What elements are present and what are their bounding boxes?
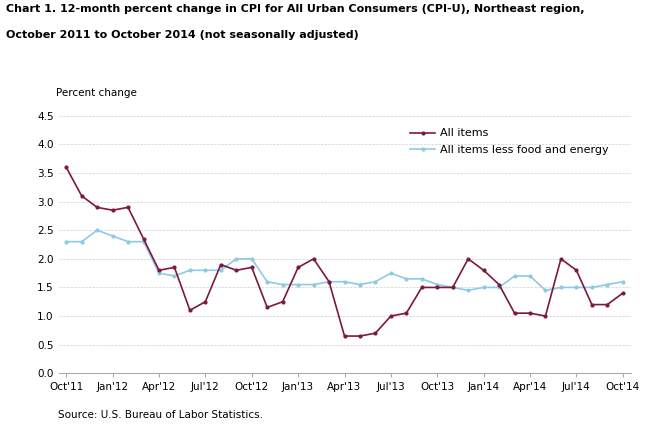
All items less food and energy bbox=[341, 279, 348, 284]
All items bbox=[573, 268, 580, 273]
All items less food and energy bbox=[279, 282, 287, 287]
All items less food and energy bbox=[263, 279, 271, 284]
All items less food and energy bbox=[202, 268, 209, 273]
All items less food and energy bbox=[294, 282, 302, 287]
All items bbox=[480, 268, 488, 273]
Line: All items less food and energy: All items less food and energy bbox=[64, 228, 625, 293]
All items bbox=[78, 193, 86, 199]
All items bbox=[124, 205, 132, 210]
All items less food and energy bbox=[387, 271, 395, 276]
All items bbox=[325, 279, 333, 284]
All items bbox=[402, 311, 410, 316]
Legend: All items, All items less food and energy: All items, All items less food and energ… bbox=[406, 124, 614, 160]
All items less food and energy bbox=[448, 285, 456, 290]
All items less food and energy bbox=[356, 282, 364, 287]
Text: Chart 1. 12-month percent change in CPI for All Urban Consumers (CPI-U), Northea: Chart 1. 12-month percent change in CPI … bbox=[6, 4, 585, 14]
All items bbox=[541, 314, 549, 319]
All items bbox=[279, 299, 287, 304]
All items less food and energy bbox=[619, 279, 627, 284]
All items less food and energy bbox=[124, 239, 132, 244]
All items less food and energy bbox=[402, 276, 410, 281]
Line: All items: All items bbox=[64, 165, 625, 338]
All items less food and energy bbox=[233, 256, 240, 261]
All items less food and energy bbox=[217, 268, 225, 273]
All items bbox=[294, 265, 302, 270]
All items bbox=[155, 268, 163, 273]
All items bbox=[418, 285, 426, 290]
All items less food and energy bbox=[372, 279, 380, 284]
All items bbox=[341, 333, 348, 338]
All items less food and energy bbox=[588, 285, 596, 290]
All items less food and energy bbox=[248, 256, 255, 261]
All items less food and energy bbox=[541, 288, 549, 293]
All items bbox=[464, 256, 472, 261]
All items bbox=[263, 305, 271, 310]
All items bbox=[217, 262, 225, 267]
All items bbox=[603, 302, 611, 307]
All items less food and energy bbox=[495, 285, 503, 290]
All items less food and energy bbox=[62, 239, 70, 244]
All items bbox=[309, 256, 317, 261]
All items bbox=[495, 282, 503, 287]
Text: October 2011 to October 2014 (not seasonally adjusted): October 2011 to October 2014 (not season… bbox=[6, 30, 359, 40]
All items less food and energy bbox=[186, 268, 194, 273]
All items less food and energy bbox=[140, 239, 148, 244]
All items bbox=[448, 285, 456, 290]
All items bbox=[434, 285, 441, 290]
All items bbox=[372, 331, 380, 336]
All items bbox=[140, 236, 148, 242]
All items less food and energy bbox=[434, 282, 441, 287]
All items bbox=[526, 311, 534, 316]
All items less food and energy bbox=[325, 279, 333, 284]
All items bbox=[619, 290, 627, 296]
All items less food and energy bbox=[573, 285, 580, 290]
All items less food and energy bbox=[155, 271, 163, 276]
All items bbox=[588, 302, 596, 307]
All items less food and energy bbox=[603, 282, 611, 287]
All items less food and energy bbox=[78, 239, 86, 244]
All items less food and energy bbox=[511, 273, 519, 278]
All items bbox=[202, 299, 209, 304]
All items bbox=[62, 165, 70, 170]
All items bbox=[356, 333, 364, 338]
All items less food and energy bbox=[480, 285, 488, 290]
All items bbox=[387, 314, 395, 319]
All items bbox=[186, 308, 194, 313]
All items less food and energy bbox=[309, 282, 317, 287]
All items less food and energy bbox=[93, 228, 101, 233]
All items less food and energy bbox=[170, 273, 178, 278]
All items bbox=[248, 265, 255, 270]
All items less food and energy bbox=[526, 273, 534, 278]
All items less food and energy bbox=[418, 276, 426, 281]
Text: Source: U.S. Bureau of Labor Statistics.: Source: U.S. Bureau of Labor Statistics. bbox=[58, 411, 263, 420]
All items bbox=[93, 205, 101, 210]
All items less food and energy bbox=[464, 288, 472, 293]
Text: Percent change: Percent change bbox=[56, 88, 136, 98]
All items bbox=[511, 311, 519, 316]
All items bbox=[170, 265, 178, 270]
All items bbox=[109, 208, 116, 213]
All items bbox=[233, 268, 240, 273]
All items less food and energy bbox=[109, 233, 116, 239]
All items less food and energy bbox=[557, 285, 565, 290]
All items bbox=[557, 256, 565, 261]
